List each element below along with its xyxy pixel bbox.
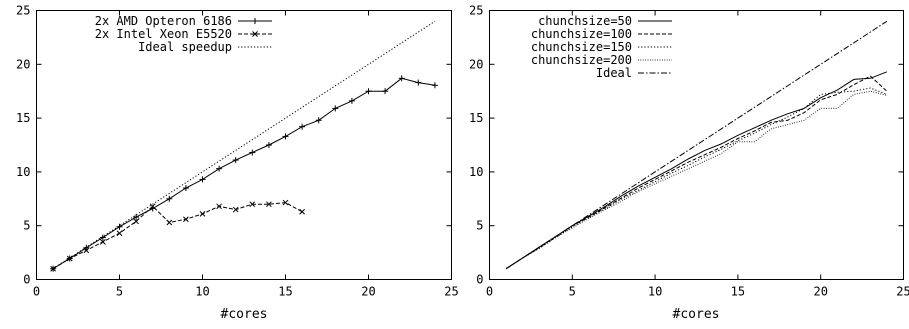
- left-series-2-point: [232, 206, 239, 213]
- left-ticks: 0 5 10 15 20 25 0 5 10 15 20 25: [16, 4, 459, 299]
- right-x-tick-label: 15: [731, 285, 745, 299]
- left-series-2-point: [166, 219, 173, 226]
- left-series-1-point: [398, 75, 405, 82]
- right-x-tick-label: 25: [896, 285, 909, 299]
- right-y-tick-label: 20: [469, 57, 483, 71]
- right-series-line-2: [505, 75, 888, 270]
- left-chart: 0 5 10 15 20 25 0 5 10 15 20 25 2x AMD Opteron 6186…: [16, 4, 459, 323]
- left-series-line-3: [52, 20, 436, 270]
- right-legend-label-5: Ideal: [596, 66, 632, 80]
- left-x-tick-label: 10: [195, 285, 209, 299]
- left-legend-label-1: 2x AMD Opteron 6186: [95, 14, 232, 28]
- right-x-axis-label: #cores: [673, 307, 720, 322]
- right-y-tick-label: 25: [469, 4, 483, 18]
- left-y-tick-label: 15: [16, 111, 30, 125]
- left-x-tick-label: 20: [361, 285, 375, 299]
- right-y-tick-label: 5: [476, 219, 483, 233]
- left-series-1-point: [315, 117, 322, 124]
- right-series-line-3: [505, 87, 888, 270]
- left-y-tick-label: 0: [23, 273, 30, 287]
- right-series-line-1: [505, 71, 888, 270]
- right-legend-label-2: chunchsize=100: [531, 27, 632, 41]
- left-series-1-point: [166, 195, 173, 202]
- left-y-tick-label: 10: [16, 165, 30, 179]
- left-series-1-point: [332, 105, 339, 112]
- left-x-tick-label: 15: [278, 285, 292, 299]
- right-legend-label-1: chunchsize=50: [538, 14, 632, 28]
- right-plot-frame: [489, 10, 904, 280]
- left-series-1-point: [299, 123, 306, 130]
- left-y-tick-label: 5: [23, 219, 30, 233]
- left-series-1-point: [382, 88, 389, 95]
- left-legend-marker-1: [252, 18, 258, 24]
- left-y-tick-label: 25: [16, 4, 30, 18]
- left-series-1-point: [431, 82, 438, 89]
- left-x-tick-label: 0: [33, 285, 40, 299]
- left-series-1-point: [199, 176, 206, 183]
- left-series-line-2: [52, 202, 303, 270]
- left-series-2-point: [216, 203, 222, 210]
- left-series-line-1: [52, 77, 435, 270]
- left-series-2-point: [133, 218, 139, 225]
- right-y-tick-label: 15: [469, 111, 483, 125]
- left-series-1-point: [249, 149, 256, 156]
- left-series-2-point: [116, 230, 123, 237]
- left-series-2-point: [83, 247, 90, 254]
- left-series-1-point: [182, 185, 189, 192]
- right-y-tick-label: 10: [469, 165, 483, 179]
- left-series-1-point: [415, 79, 422, 86]
- right-legend: chunchsize=50chunchsize=100chunchsize=15…: [531, 14, 672, 80]
- left-series-1-point: [348, 97, 355, 104]
- right-x-tick-label: 10: [648, 285, 662, 299]
- left-series-1-point: [265, 142, 272, 148]
- right-series-line-5: [505, 20, 888, 270]
- left-series-1-point: [116, 223, 123, 230]
- right-series-line-4: [505, 90, 888, 270]
- left-series-2-point: [282, 199, 289, 206]
- right-series-layer: [505, 20, 888, 270]
- left-series-2-point: [149, 203, 156, 210]
- left-series-1-point: [216, 165, 223, 172]
- left-series-1-point: [232, 157, 239, 164]
- left-series-1-point: [133, 214, 140, 221]
- left-series-2-point: [266, 201, 272, 208]
- left-series-2-point: [199, 211, 206, 217]
- left-series-2-point: [100, 238, 106, 245]
- right-x-tick-label: 5: [569, 285, 576, 299]
- left-series-2-point: [183, 216, 189, 223]
- left-legend-marker-2: [252, 31, 258, 37]
- left-legend-label-3: Ideal speedup: [138, 40, 232, 54]
- left-x-tick-label: 5: [116, 285, 123, 299]
- left-series-1-point: [365, 88, 372, 95]
- right-ticks: 0 5 10 15 20 25 0 5 10 15 20 25: [469, 4, 909, 299]
- left-x-axis-label: #cores: [221, 307, 268, 322]
- left-legend-label-2: 2x Intel Xeon E5520: [95, 27, 232, 41]
- left-series-2-point: [299, 208, 305, 215]
- right-x-tick-label: 0: [486, 285, 493, 299]
- left-series-1-point: [99, 234, 106, 241]
- left-y-tick-label: 20: [16, 57, 30, 71]
- left-series-2-point: [50, 265, 56, 272]
- left-series-2-point: [249, 201, 256, 208]
- left-plot-frame: [36, 10, 452, 280]
- right-x-tick-label: 20: [813, 285, 827, 299]
- right-y-tick-label: 0: [476, 273, 483, 287]
- right-legend-label-4: chunchsize=200: [531, 53, 632, 67]
- left-series-layer: [50, 20, 438, 272]
- right-legend-label-3: chunchsize=150: [531, 40, 632, 54]
- left-x-tick-label: 25: [444, 285, 458, 299]
- left-series-1-point: [282, 133, 289, 140]
